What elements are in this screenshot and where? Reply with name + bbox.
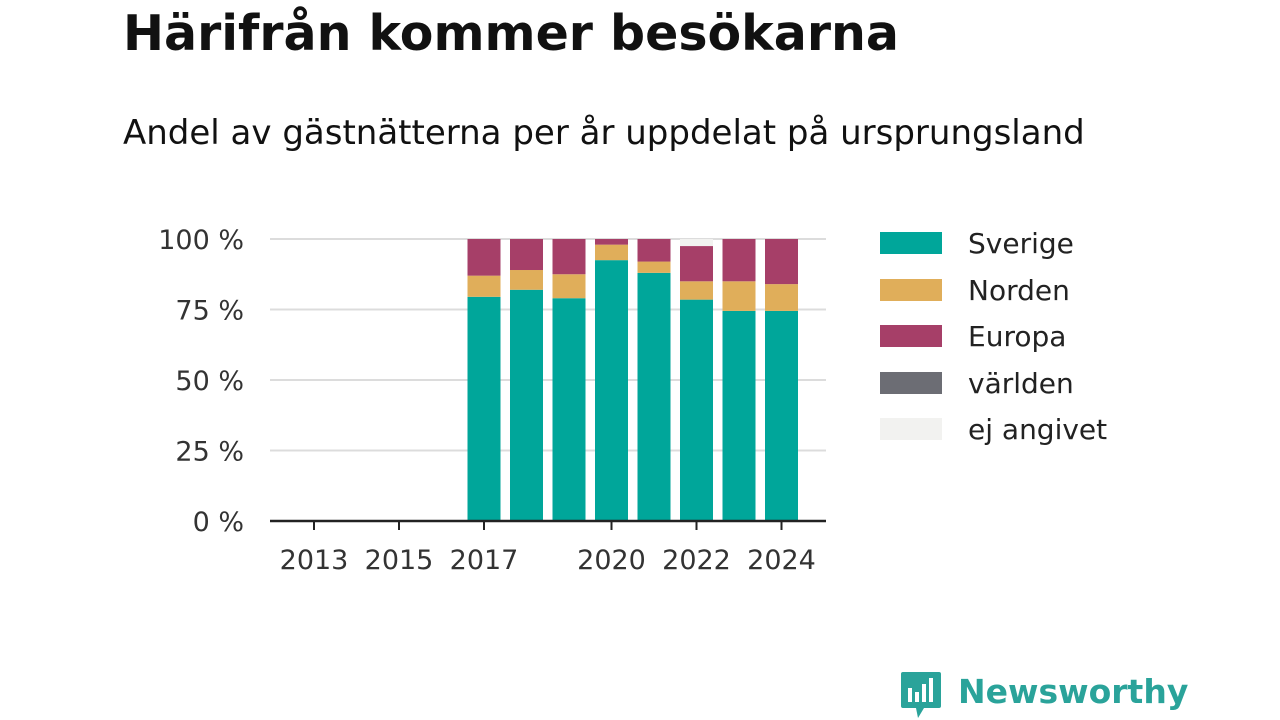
- bar-segment-europa-2023: [722, 239, 756, 282]
- bar-segment-europa-2017: [467, 239, 501, 276]
- legend-label-norden: Norden: [968, 274, 1070, 307]
- bar-segment-europa-2020: [595, 239, 628, 245]
- x-tick-label: 2015: [365, 545, 434, 576]
- newsworthy-logo-text: Newsworthy: [958, 672, 1189, 711]
- x-tick-label: 2017: [450, 545, 519, 576]
- y-tick-label: 100 %: [158, 225, 244, 256]
- bar-segment-norden-2018: [510, 270, 543, 290]
- bar-segment-norden-2020: [595, 244, 628, 261]
- bar-segment-norden-2023: [722, 281, 756, 311]
- bar-segment-sverige-2020: [595, 260, 628, 521]
- x-tick-label: 2024: [747, 545, 816, 576]
- newsworthy-logo: Newsworthy: [900, 668, 1188, 720]
- newsworthy-logo-icon: [901, 672, 941, 718]
- legend-item-varlden: världen: [880, 364, 1180, 404]
- bar-segment-norden-2017: [467, 275, 501, 297]
- bar-segment-norden-2019: [552, 274, 586, 299]
- legend-label-varlden: världen: [968, 367, 1074, 400]
- bar-segment-europa-2022: [680, 246, 713, 282]
- legend-label-europa: Europa: [968, 320, 1067, 353]
- legend-label-ej-angivet: ej angivet: [968, 413, 1108, 446]
- chart-title: Härifrån kommer besökarna: [123, 5, 899, 62]
- bar-segment-sverige-2022: [680, 299, 713, 521]
- bar-segment-ej-angivet-2022: [680, 239, 713, 247]
- bar-segment-sverige-2024: [765, 310, 798, 521]
- legend-item-ej-angivet: ej angivet: [880, 410, 1180, 450]
- legend-swatch-norden: [880, 279, 942, 301]
- y-tick-label: 25 %: [175, 437, 244, 468]
- legend-swatch-varlden: [880, 372, 942, 394]
- y-tick-label: 50 %: [175, 366, 244, 397]
- x-tick-label: 2013: [280, 545, 349, 576]
- y-tick-label: 0 %: [193, 507, 244, 538]
- legend-item-norden: Norden: [880, 271, 1180, 311]
- bar-segment-sverige-2019: [552, 298, 586, 521]
- legend-swatch-sverige: [880, 232, 942, 254]
- bar-segment-sverige-2021: [637, 272, 671, 521]
- x-tick-label: 2020: [577, 545, 646, 576]
- bar-segment-sverige-2018: [510, 289, 543, 521]
- bar-segment-europa-2024: [765, 239, 798, 285]
- bar-segment-norden-2024: [765, 284, 798, 311]
- x-tick-label: 2022: [662, 545, 731, 576]
- legend-label-sverige: Sverige: [968, 227, 1074, 260]
- legend-swatch-europa: [880, 325, 942, 347]
- bar-segment-sverige-2017: [467, 296, 501, 521]
- legend-item-europa: Europa: [880, 317, 1180, 357]
- legend-swatch-ej-angivet: [880, 418, 942, 440]
- bar-segment-norden-2022: [680, 281, 713, 300]
- bar-segment-europa-2019: [552, 239, 586, 275]
- y-tick-label: 75 %: [175, 296, 244, 327]
- legend-item-sverige: Sverige: [880, 224, 1180, 264]
- bar-segment-sverige-2023: [722, 310, 756, 521]
- stacked-bar-chart: 0 % 25 % 50 % 75 % 100 % 2013 2015 2017 2020 2022…: [158, 225, 826, 576]
- bar-segment-europa-2018: [510, 239, 543, 271]
- bar-segment-norden-2021: [637, 261, 671, 273]
- bar-segment-europa-2021: [637, 239, 671, 262]
- chart-subtitle: Andel av gästnätterna per år uppdelat på…: [123, 113, 1085, 153]
